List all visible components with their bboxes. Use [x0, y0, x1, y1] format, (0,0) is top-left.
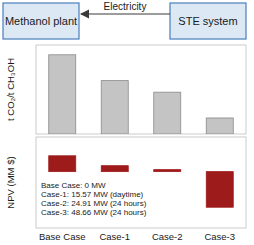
x-tick-label: Case-3	[204, 231, 235, 242]
bars	[49, 55, 234, 134]
x-tick-label: Base Case	[39, 231, 85, 242]
node-box	[170, 3, 246, 39]
annotation: Case-2: 24.91 MW (24 hours)	[41, 199, 147, 208]
y-axis-label: NPV (MM $)	[5, 156, 16, 208]
annotation: Base Case: 0 MW	[41, 181, 106, 190]
bar	[49, 156, 76, 172]
bar	[206, 118, 233, 134]
bar	[49, 55, 76, 134]
node-label: Methanol plant	[5, 15, 77, 27]
bar	[154, 92, 181, 134]
annotation: Case-3: 48.66 MW (24 hours)	[41, 208, 147, 217]
y-axis-label: t CO₂/t CH₃OH	[5, 58, 16, 121]
bar	[206, 172, 233, 208]
x-tick-label: Case-1	[99, 231, 130, 242]
edge-label: Electricity	[104, 1, 147, 12]
node-label: STE system	[178, 15, 237, 27]
annotation: Case-1: 15.57 MW (daytime)	[41, 190, 144, 199]
bar	[154, 170, 181, 172]
node-box	[3, 3, 79, 39]
plot-frame	[36, 45, 246, 134]
figure: Methanol plant STE system Electricity t CO₂…	[0, 0, 254, 245]
x-tick-label: Case-2	[152, 231, 183, 242]
bar	[101, 166, 128, 172]
bar	[101, 81, 128, 134]
edge-arrow	[81, 13, 170, 14]
plot-frame	[36, 137, 246, 228]
